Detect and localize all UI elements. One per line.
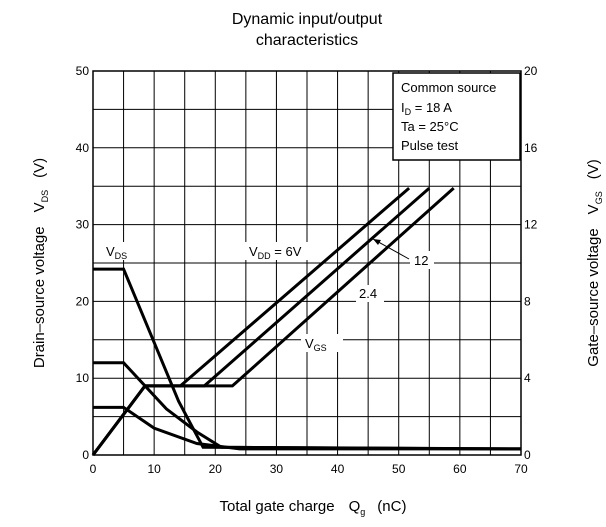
y-left-tick-label: 40 (76, 141, 90, 155)
condition-pulse-test: Pulse test (401, 138, 458, 153)
y-right-tick-label: 8 (524, 294, 531, 308)
y-right-tick-label: 20 (524, 64, 538, 78)
y-axis-left-label: Drain–source voltageVDS(V) (31, 158, 50, 368)
x-axis-label: Total gate charge Qg (nC) (220, 498, 407, 517)
vdd-2-4-label: 2.4 (359, 286, 377, 301)
vgs-curve-5 (91, 186, 431, 456)
y-right-tick-label: 4 (524, 371, 531, 385)
v12-label-bg (410, 251, 434, 269)
vgs-curve-4 (91, 186, 411, 456)
vds-curve-3 (93, 405, 521, 451)
condition-ambient-temp: Ta = 25°C (401, 119, 459, 134)
vdd-curve-label: VDD = 6V (249, 244, 302, 261)
vdd-12-label: 12 (414, 253, 428, 268)
y-left-tick-label: 10 (76, 371, 90, 385)
condition-drain-current: ID = 18 A (401, 100, 452, 117)
v24-label-bg (356, 285, 384, 302)
chart-title-line-2: characteristics (256, 32, 358, 49)
chart-title-line-1: Dynamic input/output (232, 11, 383, 28)
vgs-curve-label: VGS (305, 336, 327, 353)
x-tick-label: 20 (209, 462, 223, 476)
x-tick-label: 30 (270, 462, 284, 476)
y-left-tick-label: 20 (76, 294, 90, 308)
x-tick-label: 40 (331, 462, 345, 476)
vds-curve-label: VDS (106, 244, 127, 261)
vgs-curve-6 (91, 186, 455, 456)
x-tick-label: 50 (392, 462, 406, 476)
y-right-tick-label: 12 (524, 218, 538, 232)
plot-frame (92, 70, 522, 456)
y-axis-right-label: Gate–source voltageVGS(V) (585, 159, 604, 366)
y-right-tick-label: 0 (524, 448, 531, 462)
vds-label-bg (101, 242, 145, 260)
vgs-label-bg (301, 334, 343, 352)
series-group (91, 186, 522, 456)
vdd-12-leader-arrow (373, 239, 381, 245)
y-right-tick-label: 16 (524, 141, 538, 155)
y-left-tick-label: 0 (82, 448, 89, 462)
conditions-box (392, 72, 521, 161)
vdd-label-bg (245, 242, 323, 260)
x-tick-label: 70 (514, 462, 528, 476)
x-tick-label: 0 (90, 462, 97, 476)
y-left-tick-label: 30 (76, 218, 90, 232)
y-left-tick-label: 50 (76, 64, 90, 78)
x-tick-label: 10 (147, 462, 161, 476)
x-tick-label: 60 (453, 462, 467, 476)
condition-common-source: Common source (401, 80, 496, 95)
